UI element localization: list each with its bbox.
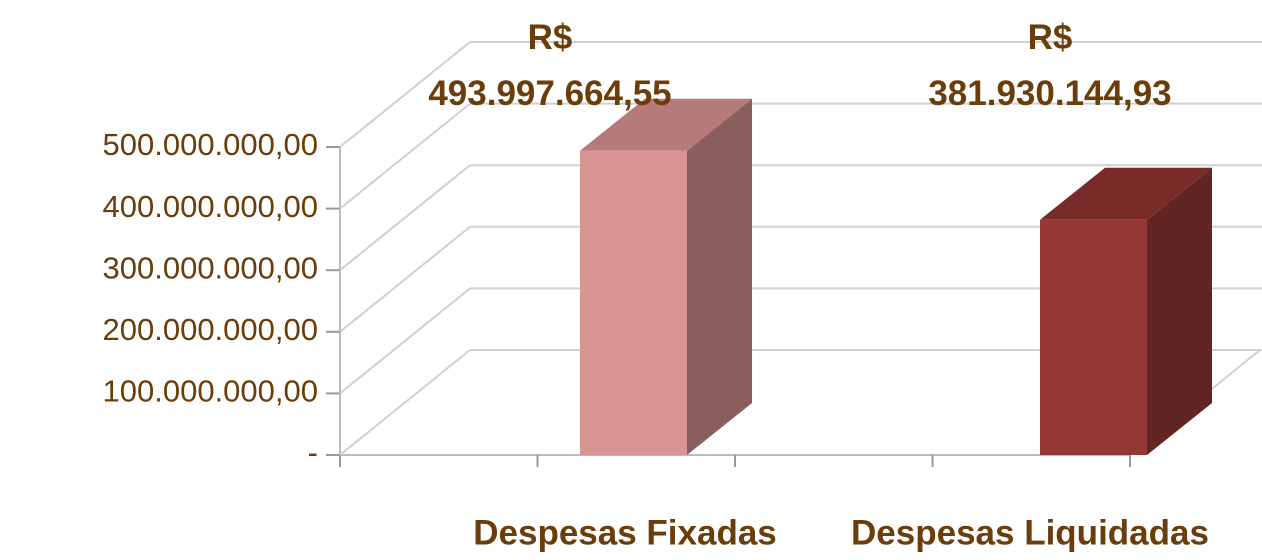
bar-top bbox=[580, 98, 752, 151]
x-tick-label: Despesas Liquidadas bbox=[851, 513, 1209, 552]
y-tick-label: 300.000.000,00 bbox=[103, 250, 319, 285]
value-label-line: R$ bbox=[1028, 18, 1073, 57]
bar bbox=[1040, 219, 1147, 455]
grid-line bbox=[339, 102, 471, 210]
grid-line bbox=[339, 164, 471, 271]
value-label-line: 381.930.144,93 bbox=[928, 74, 1171, 113]
y-tick-label: 400.000.000,00 bbox=[103, 189, 319, 224]
x-tick-label: Despesas Fixadas bbox=[473, 513, 777, 552]
y-tick-label: 500.000.000,00 bbox=[103, 127, 319, 162]
grid-line bbox=[339, 41, 471, 148]
grid-line bbox=[339, 349, 471, 456]
y-tick-label: - bbox=[308, 435, 318, 470]
bar-side bbox=[687, 98, 752, 455]
bar-top bbox=[1040, 167, 1212, 220]
y-tick-label: 200.000.000,00 bbox=[103, 312, 319, 347]
value-label-line: 493.997.664,55 bbox=[428, 74, 671, 113]
bar bbox=[580, 150, 687, 455]
value-label: R$ 381.930.144,93 bbox=[928, 18, 1171, 113]
grid-line bbox=[339, 287, 471, 395]
grid-line bbox=[339, 226, 471, 333]
value-label-line: R$ bbox=[528, 18, 573, 57]
y-tick-label: 100.000.000,00 bbox=[103, 374, 319, 409]
bar-side bbox=[1147, 167, 1212, 456]
value-label: R$ 493.997.664,55 bbox=[428, 18, 671, 113]
